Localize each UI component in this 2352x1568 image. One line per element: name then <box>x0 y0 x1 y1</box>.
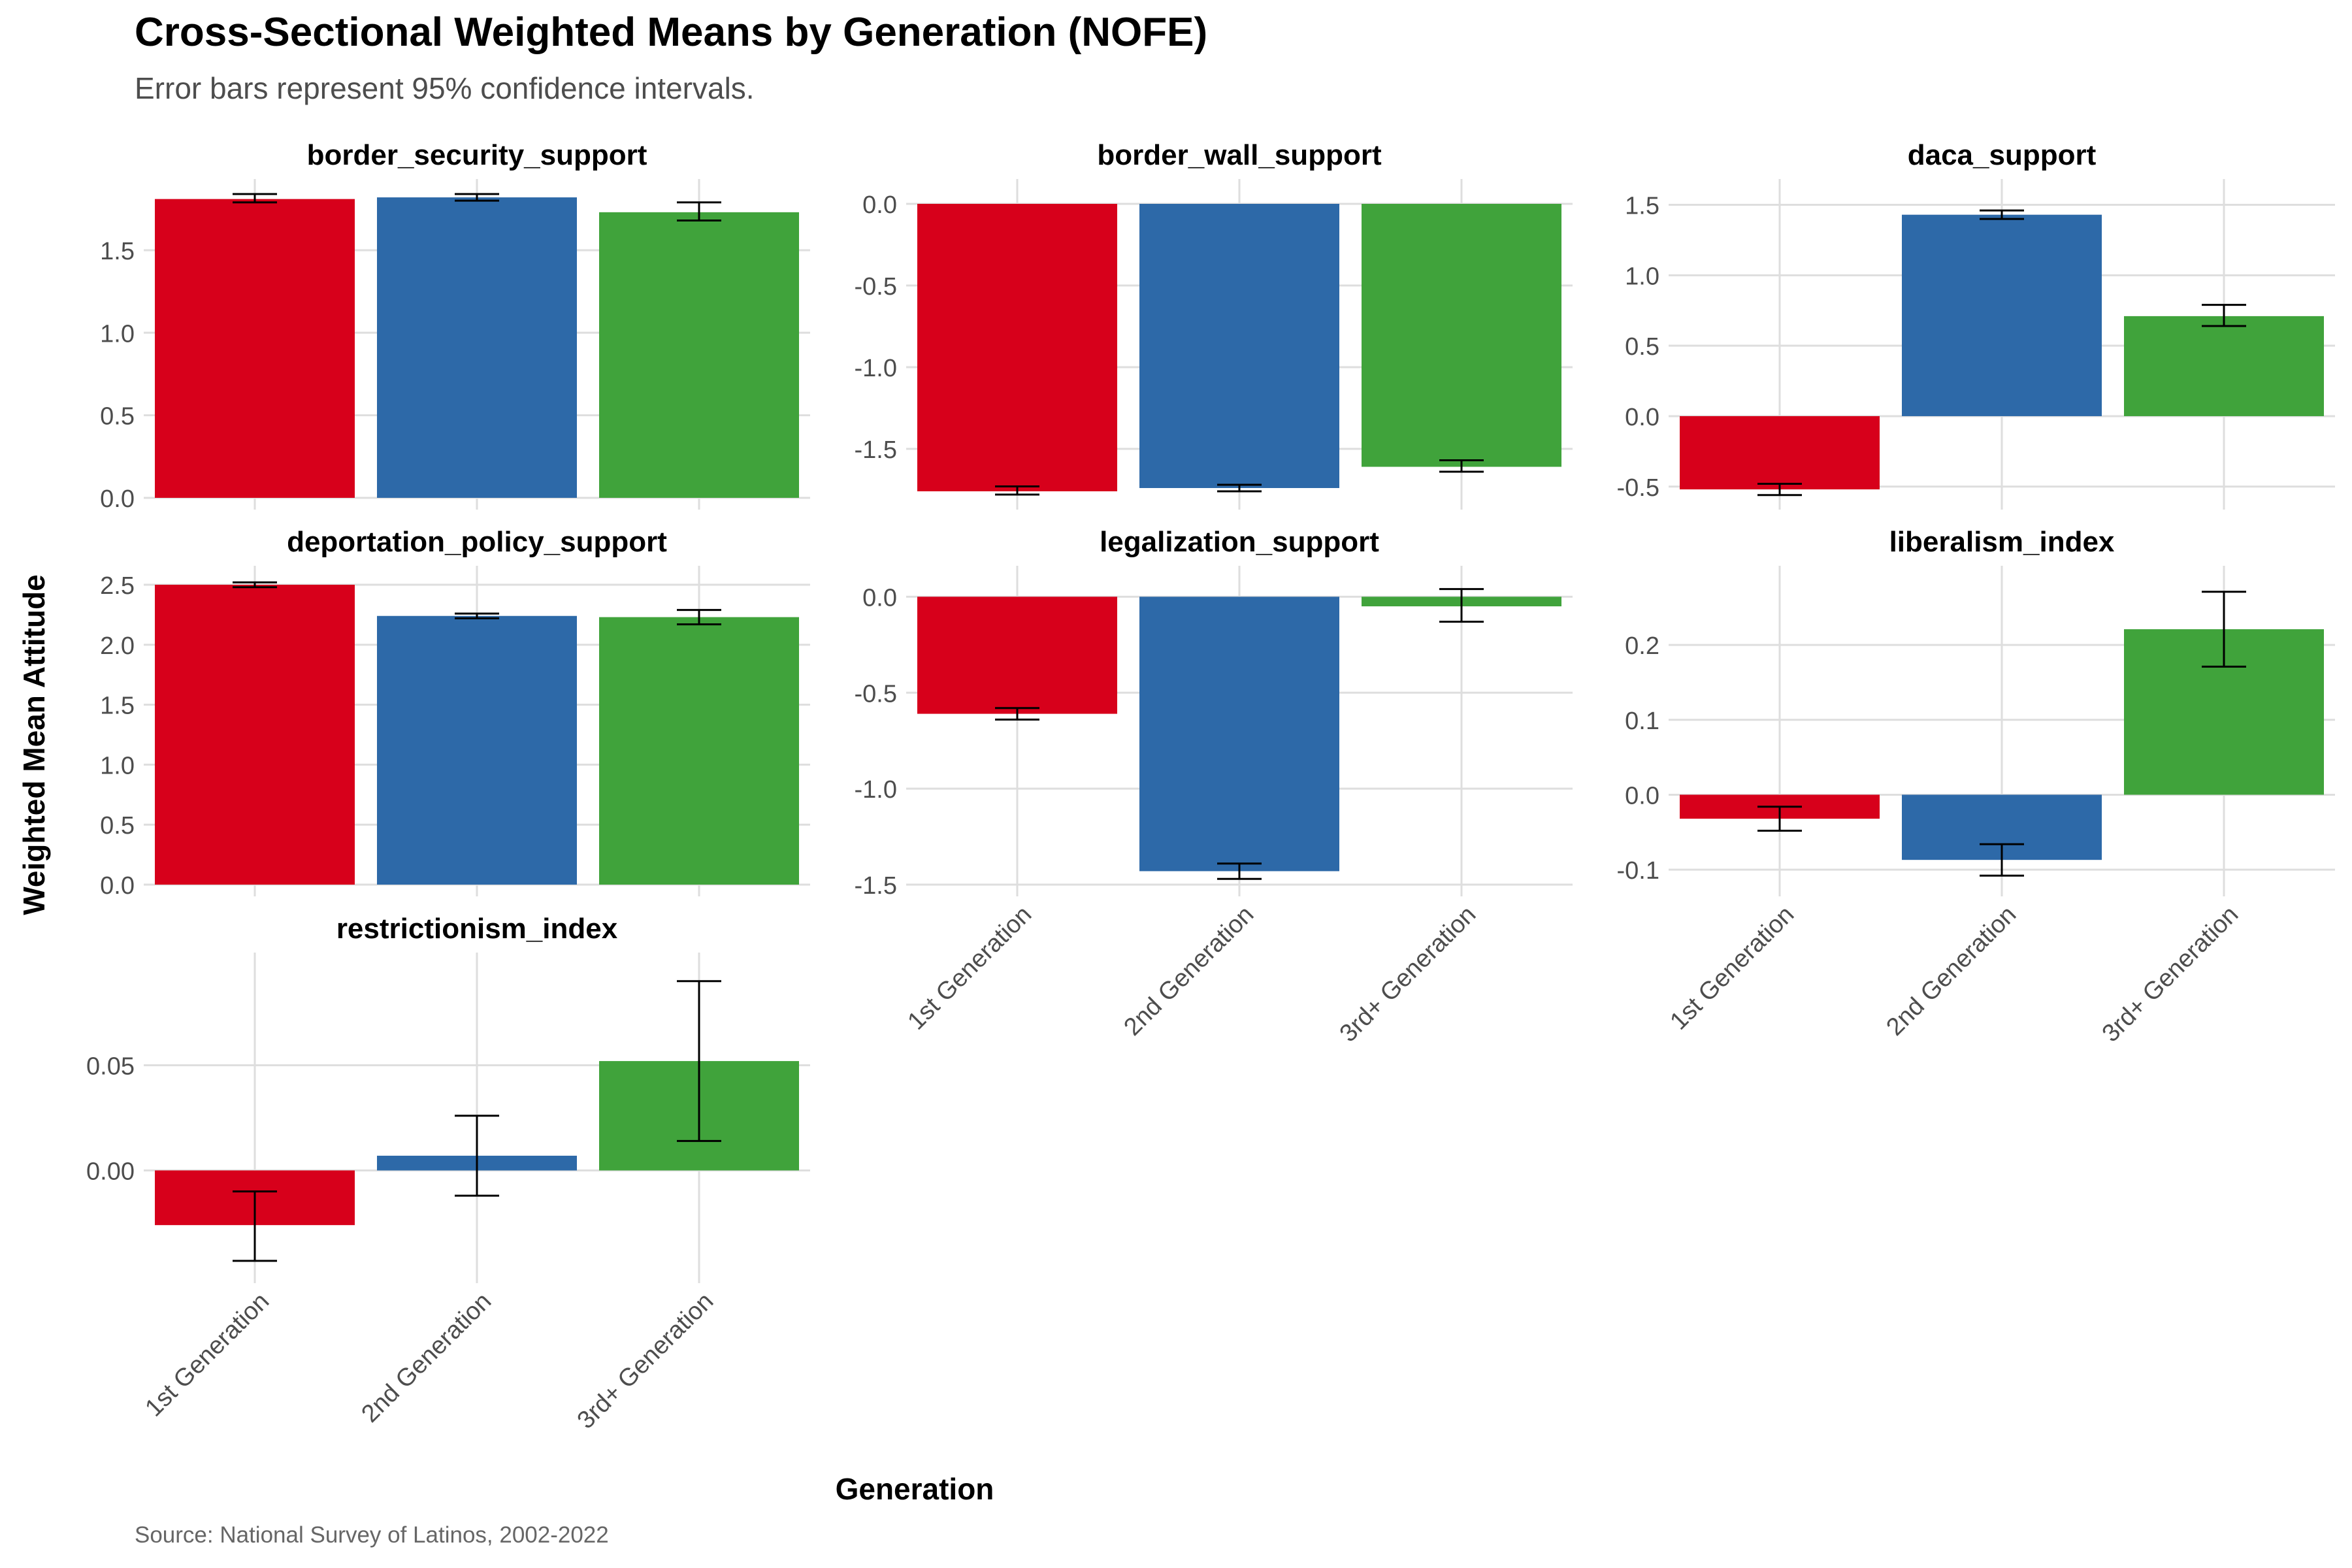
y-tick-label: 0.05 <box>86 1053 135 1081</box>
bar-deportation-policy-support-3 <box>599 617 799 885</box>
y-tick-label: 2.5 <box>100 572 135 600</box>
y-tick-label: -0.5 <box>855 273 897 301</box>
y-tick-label: -1.5 <box>855 436 897 464</box>
y-tick-label: -0.1 <box>1617 857 1659 885</box>
y-tick-label: -1.0 <box>855 776 897 804</box>
x-tick-label: 2nd Generation <box>1881 901 2021 1041</box>
panel-title-liberalism-index: liberalism_index <box>1889 526 2115 558</box>
bar-daca-support-3 <box>2124 316 2324 416</box>
x-tick-label: 2nd Generation <box>356 1288 497 1428</box>
bar-border-wall-support-1 <box>917 204 1117 491</box>
bar-deportation-policy-support-1 <box>155 585 355 885</box>
y-tick-label: 0.0 <box>862 191 897 219</box>
bar-deportation-policy-support-2 <box>377 615 577 885</box>
y-tick-label: 0.0 <box>1625 782 1659 809</box>
bar-border-security-support-1 <box>155 199 355 498</box>
panel-title-restrictionism-index: restrictionism_index <box>336 913 618 945</box>
y-tick-label: 0.1 <box>1625 708 1659 735</box>
y-tick-label: 0.5 <box>100 403 135 431</box>
x-tick-label: 1st Generation <box>140 1288 274 1422</box>
bar-border-security-support-2 <box>377 197 577 498</box>
x-tick-label: 2nd Generation <box>1119 901 1259 1041</box>
y-tick-label: 1.5 <box>1625 193 1659 220</box>
x-tick-label: 3rd+ Generation <box>1335 901 1482 1048</box>
y-tick-label: 0.0 <box>1625 404 1659 431</box>
x-tick-label: 3rd+ Generation <box>2097 901 2244 1048</box>
source-caption: Source: National Survey of Latinos, 2002… <box>135 1522 609 1548</box>
y-tick-label: 0.0 <box>100 485 135 513</box>
panel-title-legalization-support: legalization_support <box>1100 526 1379 558</box>
bar-legalization-support-1 <box>917 596 1117 714</box>
y-tick-label: 0.0 <box>862 584 897 612</box>
panel-title-border-wall-support: border_wall_support <box>1097 139 1382 171</box>
y-tick-label: 0.5 <box>1625 333 1659 361</box>
y-tick-label: 2.0 <box>100 632 135 660</box>
y-tick-label: 1.0 <box>100 320 135 348</box>
x-tick-label: 1st Generation <box>1665 901 1799 1036</box>
panel-title-deportation-policy-support: deportation_policy_support <box>287 526 667 558</box>
x-tick-label: 3rd+ Generation <box>572 1288 719 1435</box>
x-axis-label: Generation <box>835 1472 994 1506</box>
y-tick-label: -0.5 <box>1617 474 1659 502</box>
bar-daca-support-1 <box>1680 416 1880 490</box>
bar-border-security-support-3 <box>599 212 799 498</box>
y-tick-label: 0.00 <box>86 1158 135 1185</box>
bar-daca-support-2 <box>1902 214 2102 416</box>
x-tick-label: 1st Generation <box>902 901 1037 1036</box>
y-tick-label: -1.0 <box>855 355 897 382</box>
y-tick-label: -1.5 <box>855 872 897 900</box>
y-axis-label: Weighted Mean Attitude <box>17 574 51 915</box>
bar-border-wall-support-3 <box>1362 204 1561 467</box>
y-tick-label: 0.5 <box>100 812 135 840</box>
panel-title-daca-support: daca_support <box>1908 139 2097 171</box>
y-tick-label: -0.5 <box>855 680 897 708</box>
y-tick-label: 1.0 <box>100 752 135 779</box>
y-tick-label: 0.0 <box>100 872 135 900</box>
y-tick-label: 1.5 <box>100 693 135 720</box>
chart-subtitle: Error bars represent 95% confidence inte… <box>135 71 755 105</box>
y-tick-label: 0.2 <box>1625 632 1659 660</box>
y-tick-label: 1.0 <box>1625 263 1659 290</box>
chart-title: Cross-Sectional Weighted Means by Genera… <box>135 10 1208 55</box>
bar-legalization-support-2 <box>1139 596 1339 872</box>
panel-title-border-security-support: border_security_support <box>307 139 647 171</box>
y-tick-label: 1.5 <box>100 238 135 265</box>
bar-border-wall-support-2 <box>1139 204 1339 488</box>
